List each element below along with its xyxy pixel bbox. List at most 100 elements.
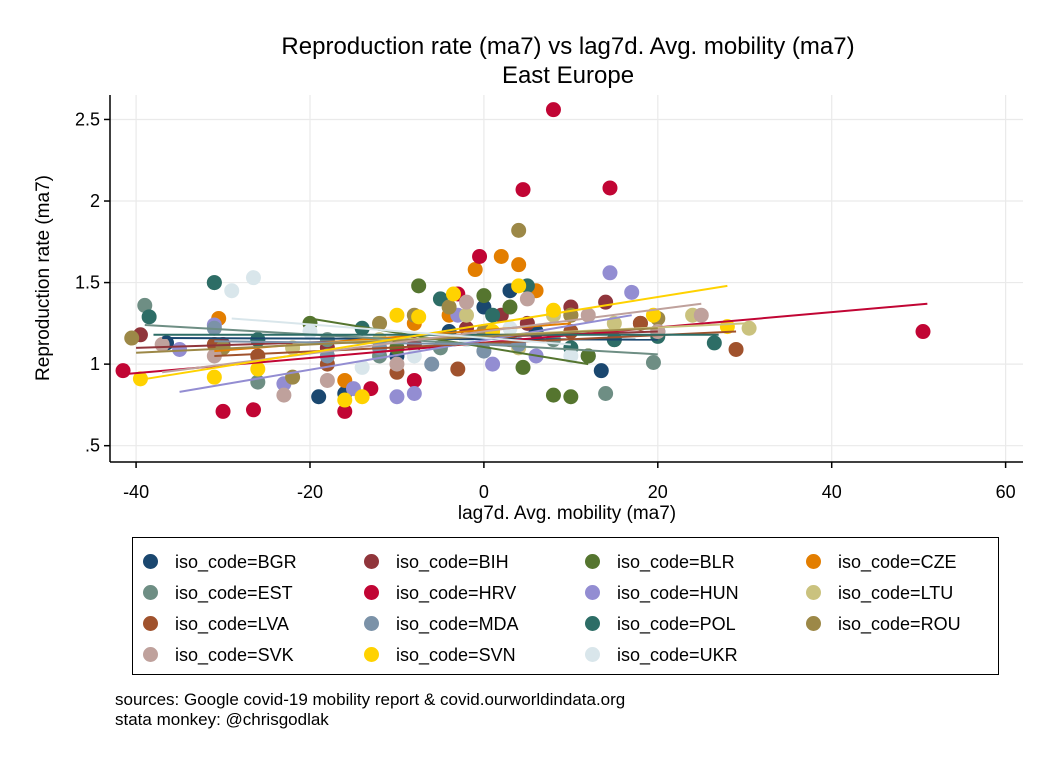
x-tick-label: 60 xyxy=(996,482,1016,502)
point-est xyxy=(137,297,153,313)
point-mda xyxy=(424,356,440,372)
point-blr xyxy=(563,389,579,405)
legend-label: iso_code=LVA xyxy=(175,614,289,634)
y-axis-label: Reproduction rate (ma7) xyxy=(33,175,54,381)
point-svn xyxy=(206,369,222,385)
legend-label: iso_code=LTU xyxy=(838,583,954,603)
point-hun xyxy=(624,284,640,300)
point-hun xyxy=(389,389,405,405)
fit-line-hun xyxy=(179,314,632,393)
point-bgr xyxy=(593,363,609,379)
point-hrv xyxy=(602,180,618,196)
point-hrv xyxy=(115,363,131,379)
x-tick-label: -20 xyxy=(297,482,323,502)
point-rou xyxy=(372,315,388,331)
legend-marker xyxy=(364,616,379,631)
point-hun xyxy=(406,385,422,401)
legend-marker xyxy=(143,647,158,662)
point-hrv xyxy=(215,403,231,419)
point-hrv xyxy=(337,403,353,419)
point-svn xyxy=(250,361,266,377)
legend: iso_code=BGR iso_code=BIH iso_code=BLR iso_… xyxy=(132,537,999,675)
data-points xyxy=(115,102,931,419)
chart-title: Reproduction rate (ma7) vs lag7d. Avg. m… xyxy=(281,33,855,60)
point-svn xyxy=(411,309,427,325)
legend-marker xyxy=(806,585,821,600)
legend-marker xyxy=(585,616,600,631)
legend-marker xyxy=(364,647,379,662)
legend-label: iso_code=CZE xyxy=(838,552,957,572)
point-cze xyxy=(493,248,509,264)
sources-line: sources: Google covid-19 mobility report… xyxy=(115,690,626,709)
point-bih xyxy=(598,294,614,310)
point-hun xyxy=(602,265,618,281)
point-pol xyxy=(141,309,157,325)
legend-label: iso_code=UKR xyxy=(617,645,738,665)
legend-marker xyxy=(143,554,158,569)
point-ukr xyxy=(302,324,318,340)
legend-label: iso_code=EST xyxy=(175,583,293,603)
point-svn xyxy=(354,389,370,405)
point-pol xyxy=(485,307,501,323)
legend-label: iso_code=MDA xyxy=(396,614,519,634)
legend-marker xyxy=(806,616,821,631)
point-blr xyxy=(476,288,492,304)
point-svn xyxy=(337,392,353,408)
point-svk xyxy=(154,337,170,353)
point-svn xyxy=(545,302,561,318)
point-rou xyxy=(441,299,457,315)
point-svk xyxy=(519,291,535,307)
legend-label: iso_code=HUN xyxy=(617,583,739,603)
y-tick-label: 2.5 xyxy=(75,109,100,129)
x-axis-label: lag7d. Avg. mobility (ma7) xyxy=(458,503,676,524)
point-svn xyxy=(645,307,661,323)
point-svn xyxy=(719,319,735,335)
legend-label: iso_code=BLR xyxy=(617,552,735,572)
point-svk xyxy=(389,356,405,372)
point-ukr xyxy=(245,270,261,286)
point-bgr xyxy=(311,389,327,405)
point-pol xyxy=(206,275,222,291)
chart-subtitle: East Europe xyxy=(501,62,635,89)
legend-marker xyxy=(364,585,379,600)
y-tick-label: 2 xyxy=(90,191,100,211)
legend-marker xyxy=(806,554,821,569)
fit-lines xyxy=(127,284,928,393)
point-blr xyxy=(502,299,518,315)
legend-label: iso_code=BGR xyxy=(175,552,297,572)
point-svk xyxy=(276,387,292,403)
point-ukr xyxy=(354,359,370,375)
point-cze xyxy=(467,262,483,278)
point-ukr xyxy=(224,283,240,299)
point-hrv xyxy=(406,372,422,388)
point-cze xyxy=(511,257,527,273)
point-lva xyxy=(450,361,466,377)
y-tick-label: .5 xyxy=(85,436,100,456)
x-tick-label: 20 xyxy=(648,482,668,502)
point-hrv xyxy=(515,182,531,198)
point-hrv xyxy=(472,248,488,264)
legend-label: iso_code=HRV xyxy=(396,583,517,603)
fit-line-ukr xyxy=(231,317,571,346)
point-svk xyxy=(693,307,709,323)
fit-line-svk xyxy=(162,302,702,374)
point-hrv xyxy=(245,402,261,418)
point-blr xyxy=(545,387,561,403)
point-rou xyxy=(511,222,527,238)
point-rou xyxy=(124,330,140,346)
point-hun xyxy=(485,356,501,372)
point-blr xyxy=(411,278,427,294)
point-lva xyxy=(728,341,744,357)
point-blr xyxy=(580,348,596,364)
legend-marker xyxy=(364,554,379,569)
point-svn xyxy=(445,286,461,302)
legend-marker xyxy=(585,647,600,662)
fit-line-blr xyxy=(309,317,589,366)
fit-line-rou xyxy=(136,327,658,354)
x-tick-label: 0 xyxy=(479,482,489,502)
legend-marker xyxy=(585,554,600,569)
point-ltu xyxy=(741,320,757,336)
sources-note: sources: Google covid-19 mobility report… xyxy=(115,690,625,730)
point-blr xyxy=(515,359,531,375)
